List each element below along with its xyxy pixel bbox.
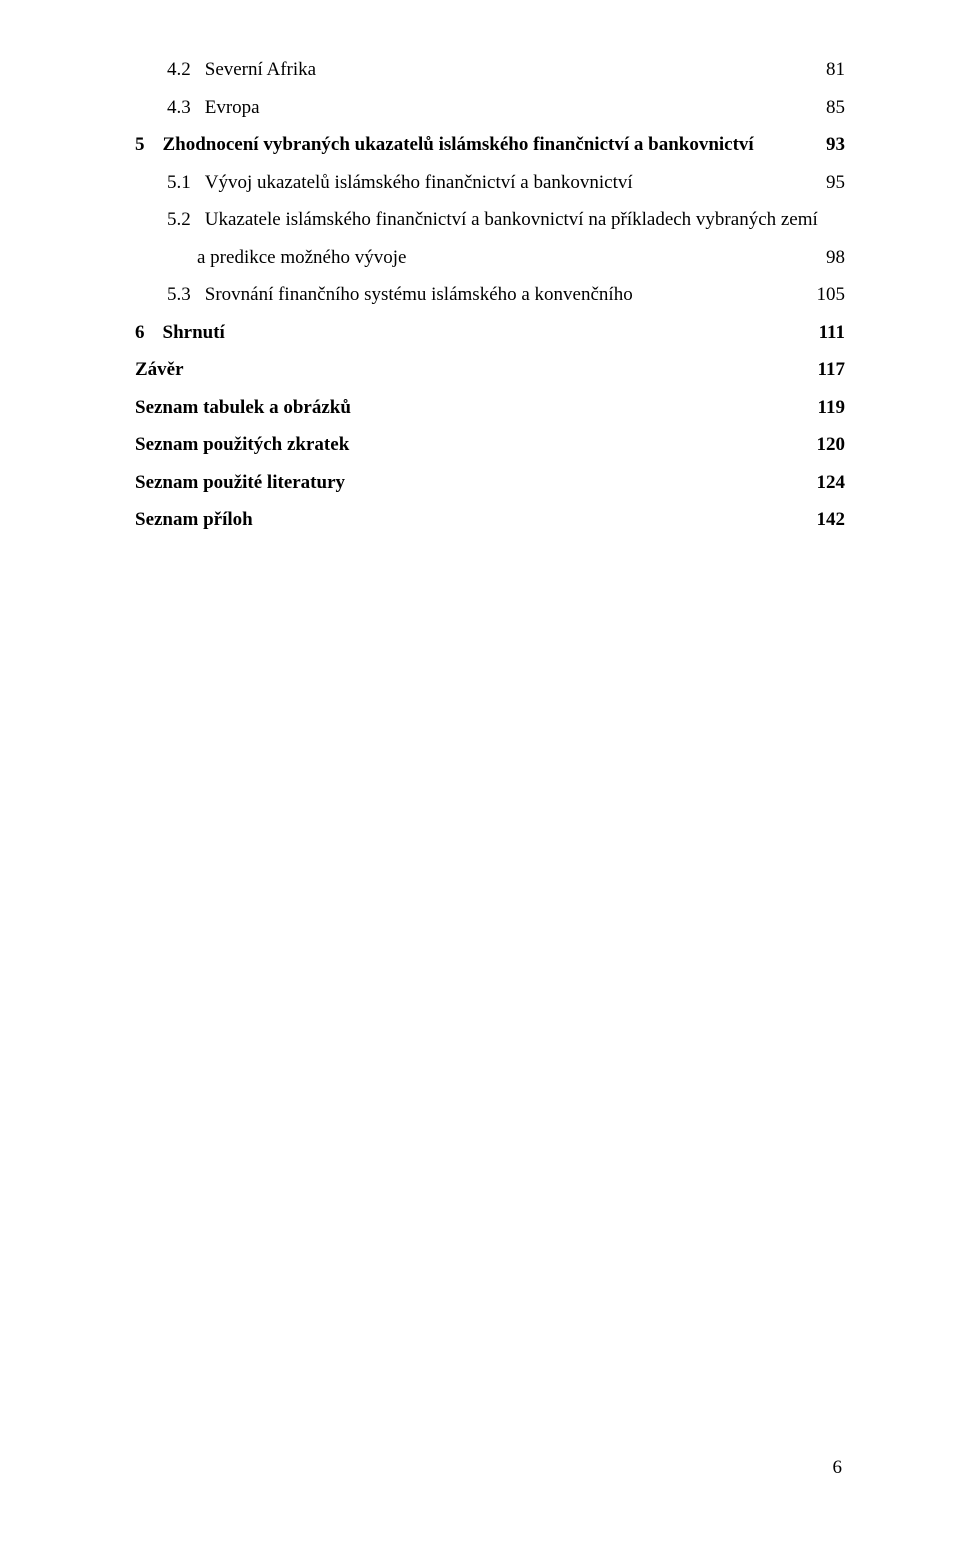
page: 4.2 Severní Afrika 81 4.3 Evropa 85 5 Zh… <box>0 0 960 1557</box>
toc-label: Závěr <box>135 360 184 379</box>
toc-label: Seznam použité literatury <box>135 473 345 492</box>
toc-entry: 6 Shrnutí 111 <box>135 323 845 342</box>
toc-label: Zhodnocení vybraných ukazatelů islámskéh… <box>163 135 754 154</box>
toc-number: 4.2 <box>167 60 191 79</box>
toc-number: 5.3 <box>167 285 191 304</box>
toc-page: 81 <box>826 60 845 79</box>
toc-number: 4.3 <box>167 98 191 117</box>
toc-page: 85 <box>826 98 845 117</box>
toc-entry: 5.2 Ukazatele islámského finančnictví a … <box>135 210 845 229</box>
toc-label: Seznam tabulek a obrázků <box>135 398 351 417</box>
toc-label: Vývoj ukazatelů islámského finančnictví … <box>205 173 633 192</box>
toc-label: Seznam použitých zkratek <box>135 435 349 454</box>
toc-label: Evropa <box>205 98 260 117</box>
toc-page: 124 <box>817 473 846 492</box>
toc-page: 95 <box>826 173 845 192</box>
toc-label: Shrnutí <box>163 323 225 342</box>
toc-entry: 5.1 Vývoj ukazatelů islámského finančnic… <box>135 173 845 192</box>
toc-entry: Závěr 117 <box>135 360 845 379</box>
toc-page: 111 <box>819 323 845 342</box>
toc-label: Ukazatele islámského finančnictví a bank… <box>205 210 818 229</box>
toc-entry: Seznam použitých zkratek 120 <box>135 435 845 454</box>
toc-entry: Seznam tabulek a obrázků 119 <box>135 398 845 417</box>
toc-number: 6 <box>135 323 145 342</box>
toc-entry: Seznam použité literatury 124 <box>135 473 845 492</box>
page-number: 6 <box>833 1457 843 1479</box>
toc-entry: 4.3 Evropa 85 <box>135 98 845 117</box>
toc-number: 5.1 <box>167 173 191 192</box>
toc-entry: 5.3 Srovnání finančního systému islámské… <box>135 285 845 304</box>
toc-label: Severní Afrika <box>205 60 316 79</box>
toc-entry: 4.2 Severní Afrika 81 <box>135 60 845 79</box>
toc-page: 119 <box>818 398 845 417</box>
toc-page: 120 <box>817 435 846 454</box>
toc-number: 5 <box>135 135 145 154</box>
toc-entry: 5 Zhodnocení vybraných ukazatelů islámsk… <box>135 135 845 154</box>
toc-label: a predikce možného vývoje <box>197 248 406 267</box>
toc-entry: Seznam příloh 142 <box>135 510 845 529</box>
toc-page: 98 <box>826 248 845 267</box>
toc-entry-continuation: a predikce možného vývoje 98 <box>135 248 845 267</box>
toc-page: 93 <box>826 135 845 154</box>
toc-page: 105 <box>817 285 846 304</box>
toc-label: Srovnání finančního systému islámského a… <box>205 285 633 304</box>
toc-label: Seznam příloh <box>135 510 253 529</box>
toc-page: 117 <box>818 360 845 379</box>
toc-page: 142 <box>817 510 846 529</box>
toc-number: 5.2 <box>167 210 191 229</box>
